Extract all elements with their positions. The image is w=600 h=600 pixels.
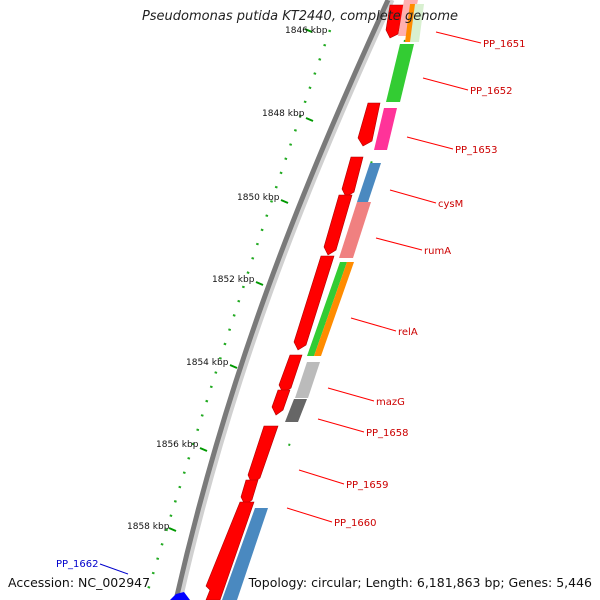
genome-backbone: [173, 0, 391, 600]
gene-arrow: [240, 479, 259, 506]
forward-genes-track: [205, 4, 405, 600]
cog-block: [285, 399, 307, 422]
ruler-tick: [255, 281, 264, 286]
feature-label: mazG: [376, 397, 405, 408]
ruler-tick: [229, 364, 238, 369]
leader-line: [350, 317, 397, 332]
ruler-tick-label: 1852 kbp: [212, 275, 255, 285]
feature-label: PP_1662: [56, 559, 99, 570]
gene-arrow: [385, 4, 405, 39]
accession-text: Accession: NC_002947: [8, 575, 151, 590]
feature-label: rumA: [424, 246, 451, 257]
leader-line: [317, 418, 365, 433]
cog-block: [386, 44, 414, 102]
ruler-tick-label: 1846 kbp: [285, 26, 328, 36]
cog-block: [374, 108, 397, 150]
leader-line: [389, 189, 437, 204]
feature-label: PP_1651: [483, 39, 526, 50]
ruler-tick: [280, 199, 289, 204]
leader-line: [406, 136, 454, 150]
tick-labels: 1846 kbp 1848 kbp 1850 kbp 1852 kbp 1854 kbp…: [127, 26, 328, 532]
feature-label: PP_1660: [334, 518, 377, 529]
genome-backbone-shadow: [177, 0, 395, 600]
gene-arrow: [271, 389, 291, 416]
gene-arrow: [247, 425, 279, 485]
feature-label: PP_1652: [470, 86, 513, 97]
gene-arrow: [341, 156, 364, 198]
cog-block: [222, 508, 268, 600]
leader-line: [99, 563, 129, 575]
leader-line: [435, 31, 482, 44]
reverse-gene-arrow: [170, 592, 190, 600]
tick-marks: [168, 28, 314, 532]
cog-block: [314, 262, 354, 356]
gene-arrow: [293, 255, 335, 351]
map-title: Pseudomonas putida KT2440, complete geno…: [141, 9, 459, 24]
ruler-tick-label: 1848 kbp: [262, 109, 305, 119]
gene-arrow: [205, 501, 255, 600]
feature-label: cysM: [438, 199, 463, 210]
feature-label: PP_1658: [366, 428, 409, 439]
gene-arrow: [357, 102, 381, 147]
cog-block: [307, 262, 347, 356]
feature-labels: PP_1651 PP_1652 PP_1653 cysM rumA relA m…: [56, 39, 526, 570]
ruler-tick: [304, 28, 313, 33]
feature-label: PP_1659: [346, 480, 389, 491]
cog-block: [357, 163, 381, 202]
cog-block: [339, 202, 371, 258]
feature-leader-lines: [99, 31, 482, 575]
leader-line: [375, 237, 423, 251]
ruler-tick-label: 1856 kbp: [156, 440, 199, 450]
cog-block: [410, 4, 424, 42]
leader-line: [327, 387, 375, 402]
leader-line: [298, 469, 345, 485]
leader-line: [286, 507, 333, 523]
ruler-tick: [199, 447, 208, 452]
ruler-tick-label: 1850 kbp: [237, 193, 280, 203]
cog-color-track: [222, 0, 424, 600]
gene-arrow: [278, 354, 303, 394]
ruler-tick: [168, 527, 177, 532]
ruler-tick-label: 1854 kbp: [186, 358, 229, 368]
feature-label: PP_1653: [455, 145, 498, 156]
genome-summary-text: Topology: circular; Length: 6,181,863 bp…: [248, 575, 592, 590]
leader-line: [422, 77, 469, 91]
ruler-tick-label: 1858 kbp: [127, 522, 170, 532]
gene-arrow: [323, 194, 353, 256]
feature-label: relA: [398, 327, 418, 338]
cog-block: [295, 362, 320, 398]
ruler-tick: [305, 117, 314, 122]
